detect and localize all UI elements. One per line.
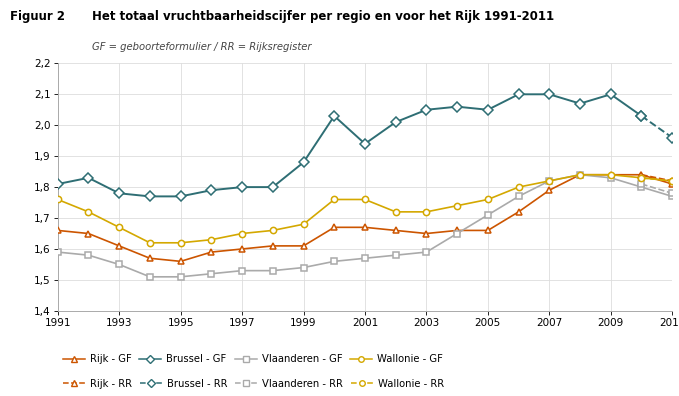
Text: Figuur 2: Figuur 2: [10, 10, 65, 23]
Legend: Rijk - RR, Brussel - RR, Vlaanderen - RR, Wallonie - RR: Rijk - RR, Brussel - RR, Vlaanderen - RR…: [62, 379, 444, 389]
Text: Het totaal vruchtbaarheidscijfer per regio en voor het Rijk 1991-2011: Het totaal vruchtbaarheidscijfer per reg…: [92, 10, 554, 23]
Text: GF = geboorteformulier / RR = Rijksregister: GF = geboorteformulier / RR = Rijksregis…: [92, 42, 311, 51]
